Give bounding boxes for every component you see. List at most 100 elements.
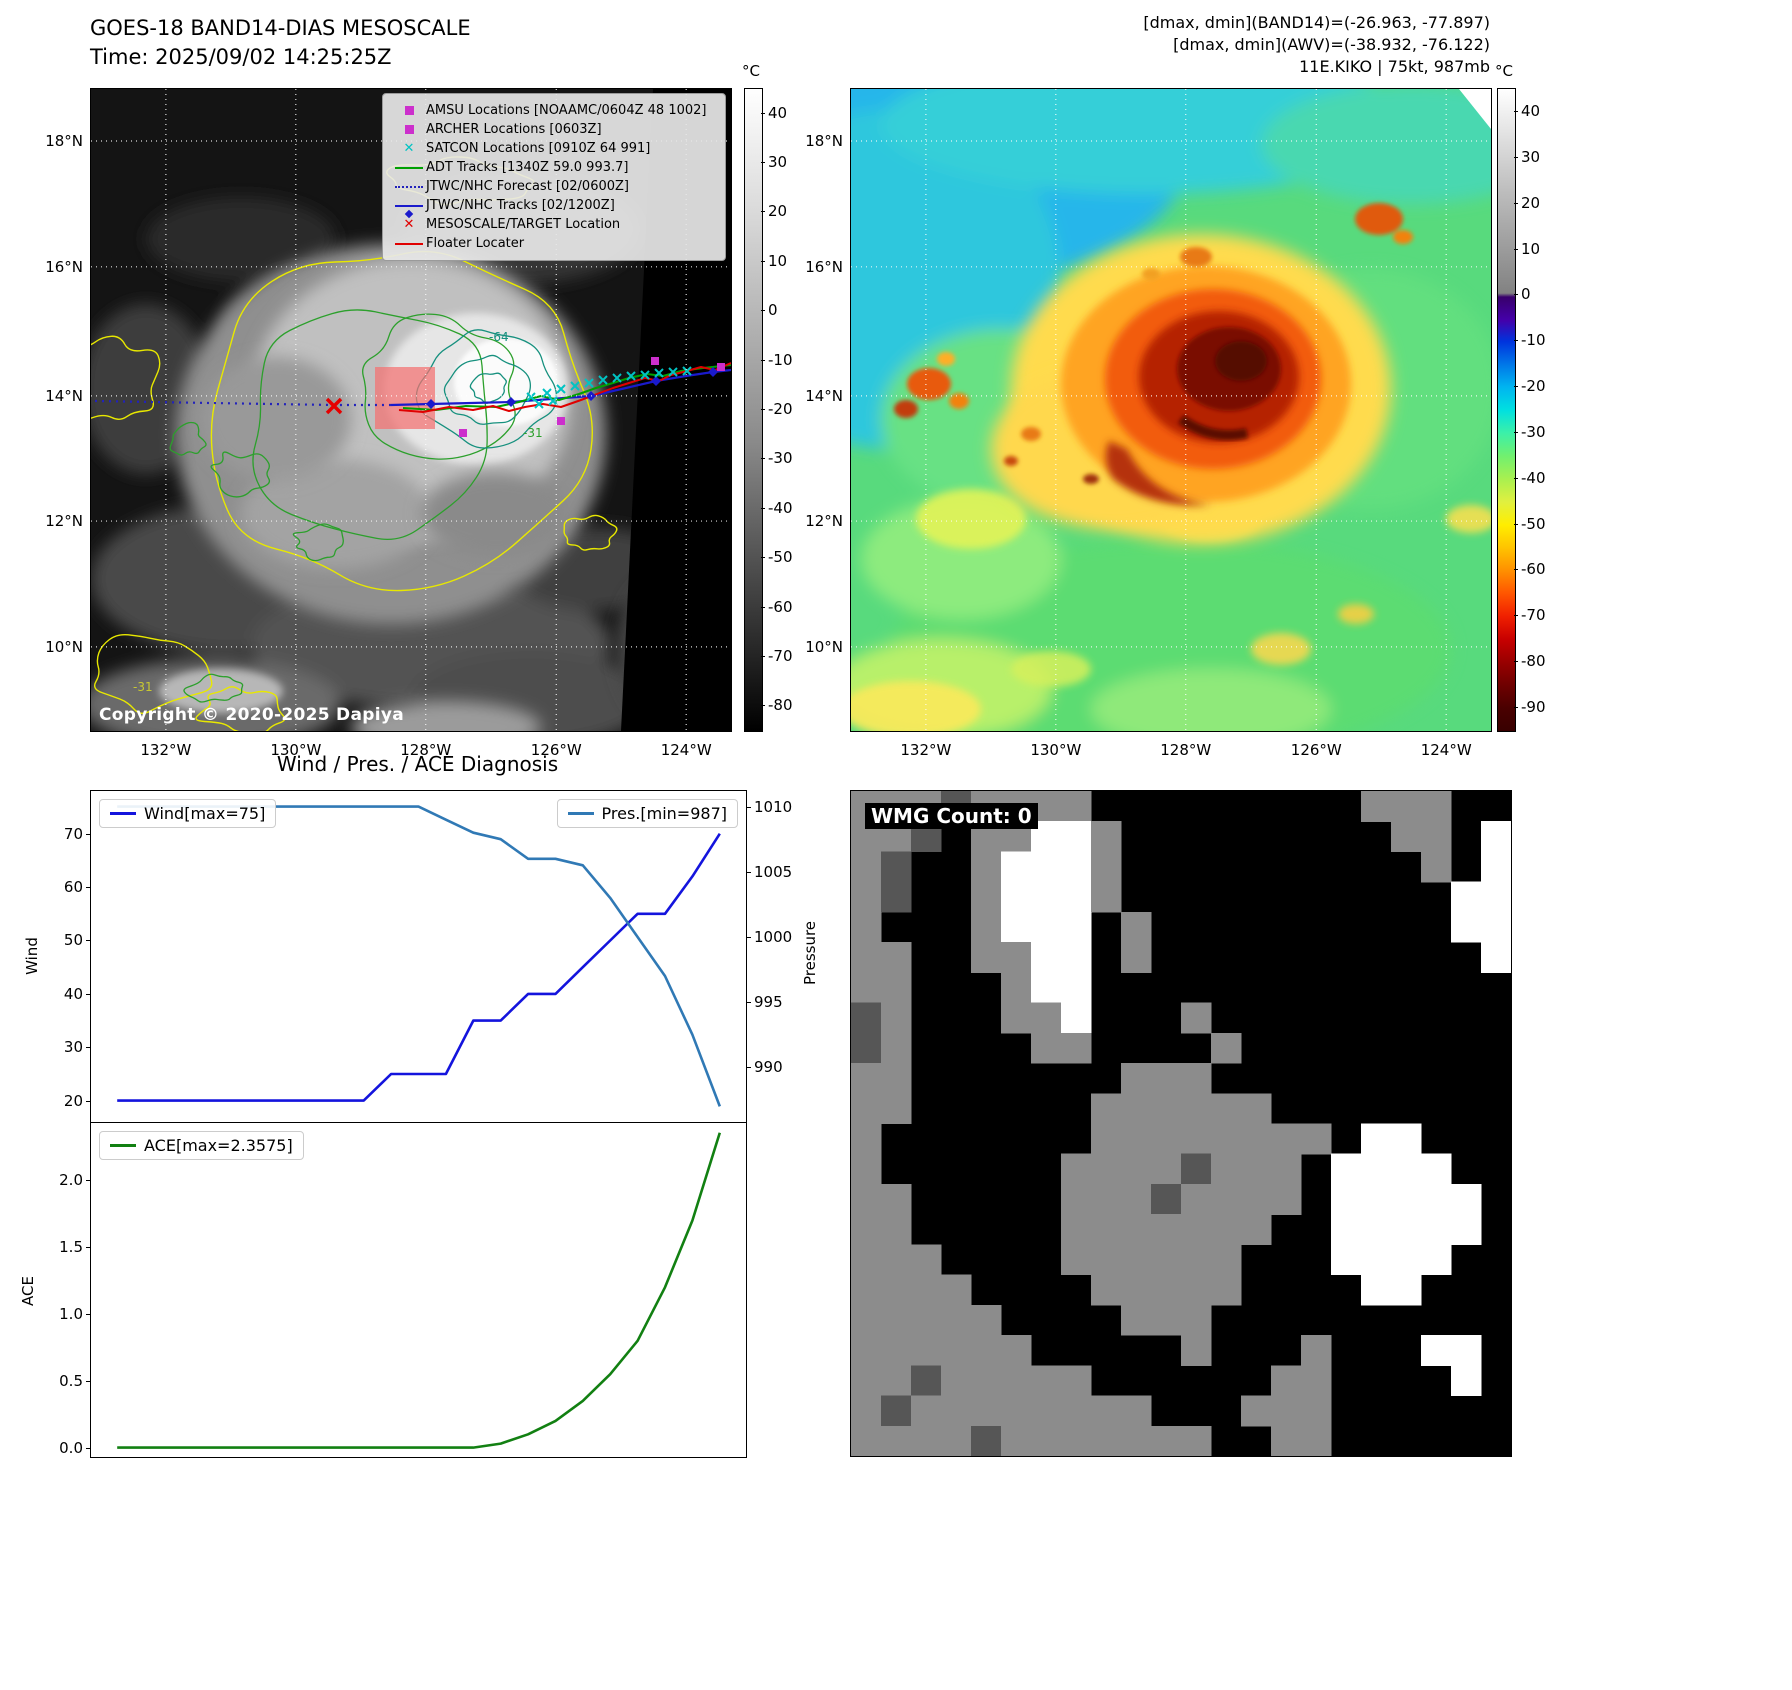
colorbar-tick-label: 10 xyxy=(760,251,788,270)
left-colorbar: °C 40 30 20 10 0 -10 -20 -30 -40 -50 -60 -70 -80 xyxy=(742,62,793,732)
colorbar-tick-label: -70 xyxy=(1514,606,1546,625)
chart-tick-label: 995 xyxy=(746,993,783,1012)
lon-tick-label: 132°W xyxy=(140,741,192,759)
lon-tick-label: 126°W xyxy=(1290,741,1342,759)
colorbar-tick-label: -60 xyxy=(1514,560,1546,579)
left-colorbar-unit: °C xyxy=(742,62,760,80)
lat-tick-label: 18°N xyxy=(805,132,843,150)
right-colorbar-unit: °C xyxy=(1495,62,1513,80)
line-marker-icon xyxy=(392,166,426,169)
chart-tick-label: 20 xyxy=(63,1091,92,1110)
storm-id-intensity: 11E.KIKO | 75kt, 987mb xyxy=(1299,57,1490,76)
diagnosis-chart-title: Wind / Pres. / ACE Diagnosis xyxy=(276,752,559,776)
legend-item-label: ADT Tracks [1340Z 59.0 993.7] xyxy=(426,160,629,175)
mesoscale-target-x-icon xyxy=(325,397,343,415)
ace-legend-swatch xyxy=(110,1144,136,1147)
legend-item: ✕ MESOSCALE/TARGET Location xyxy=(392,215,716,234)
colorbar-tick-label: 30 xyxy=(1513,147,1541,166)
lat-tick-label: 12°N xyxy=(45,512,83,531)
colorbar-tick-label: -10 xyxy=(761,350,793,369)
lon-tick-label: 128°W xyxy=(1160,741,1212,759)
line-marker-icon xyxy=(392,242,426,245)
colorbar-tick-label: -40 xyxy=(1514,468,1546,487)
dotted-marker-icon xyxy=(392,185,426,188)
colorbar-tick-label: -70 xyxy=(761,646,793,665)
chart-tick-label: 70 xyxy=(63,824,92,843)
amsu-archer-markers xyxy=(459,357,725,437)
colorbar-tick-label: -90 xyxy=(1514,697,1546,716)
contour-label: -31 xyxy=(523,426,543,440)
wind-pressure-plot xyxy=(117,805,722,1107)
chart-tick-label: 1005 xyxy=(745,862,793,881)
lat-tick-label: 16°N xyxy=(45,257,83,276)
lon-tick-label: 132°W xyxy=(900,741,952,759)
lon-tick-label: 124°W xyxy=(660,741,712,759)
colorbar-tick-label: 0 xyxy=(761,301,778,320)
legend-item-label: Floater Locater xyxy=(426,236,525,251)
chart-tick-label: 40 xyxy=(63,984,92,1003)
copyright-text: Copyright © 2020-2025 Dapiya xyxy=(99,705,404,725)
square-marker-icon xyxy=(392,106,426,115)
legend-item: ✕ SATCON Locations [0910Z 64 991] xyxy=(392,139,716,158)
lat-tick-label: 12°N xyxy=(805,512,843,531)
ace-legend-label: ACE[max=2.3575] xyxy=(144,1136,293,1155)
ace-axis-label: ACE xyxy=(19,1276,37,1306)
chart-tick-label: 60 xyxy=(63,878,92,897)
right-colorbar: °C 40 30 20 10 0 -10 -20 -30 -40 -50 -60 -70 -80 -90 xyxy=(1495,62,1546,732)
temperature-contours xyxy=(91,156,618,731)
colorbar-tick-label: -50 xyxy=(1514,514,1546,533)
chart-tick-label: 1010 xyxy=(745,797,793,816)
right-panel-header: [dmax, dmin](BAND14)=(-26.963, -77.897) … xyxy=(1143,12,1490,78)
dmax-dmin-band14: [dmax, dmin](BAND14)=(-26.963, -77.897) xyxy=(1143,13,1490,32)
wind-pressure-chart: Wind[max=75] Pres.[min=987] 20 30 40 50 60 70… xyxy=(64,790,792,1123)
storm-cloud-mass xyxy=(159,244,731,731)
enhanced-ir-map-panel: 132°W 130°W 128°W 126°W 124°W 18°N 16°N 14°N 12°… xyxy=(805,88,1492,759)
colorbar-tick-label: 40 xyxy=(1513,102,1541,121)
goes-ir-map-panel: -64 -31 -31 AMSU Locations xyxy=(45,88,732,759)
left-colorbar-gradient xyxy=(744,88,763,732)
lon-tick-label: 124°W xyxy=(1420,741,1472,759)
chart-tick-label: 0.0 xyxy=(59,1438,91,1457)
legend-item-label: MESOSCALE/TARGET Location xyxy=(426,217,621,232)
legend-item-label: JTWC/NHC Forecast [02/0600Z] xyxy=(426,179,629,194)
line-marker-marker-icon xyxy=(392,204,426,218)
wind-legend: Wind[max=75] xyxy=(99,799,277,828)
wmg-count-label: WMG Count: 0 xyxy=(865,803,1038,829)
legend-item: JTWC/NHC Tracks [02/1200Z] xyxy=(392,196,716,218)
x-marker-icon: ✕ xyxy=(403,141,415,156)
mesoscale-target-box xyxy=(375,367,435,429)
lon-tick-label: 130°W xyxy=(1030,741,1082,759)
scan-edge-nodata xyxy=(1459,89,1491,129)
colorbar-tick-label: -80 xyxy=(761,696,793,715)
colorbar-tick-label: -30 xyxy=(1514,422,1546,441)
lat-tick-label: 14°N xyxy=(45,386,83,405)
lon-tick-label: 130°W xyxy=(270,741,322,759)
legend-item-label: JTWC/NHC Tracks [02/1200Z] xyxy=(426,198,615,213)
lon-tick-label: 128°W xyxy=(400,741,452,759)
lat-tick-label: 16°N xyxy=(805,257,843,276)
satellite-product-title: GOES-18 BAND14-DIAS MESOSCALE xyxy=(90,16,471,40)
chart-tick-label: 50 xyxy=(63,931,92,950)
wind-legend-label: Wind[max=75] xyxy=(144,804,266,823)
colorbar-tick-label: -80 xyxy=(1514,652,1546,671)
timestamp-label: Time: 2025/09/02 14:25:25Z xyxy=(90,45,392,69)
legend-item: Floater Locater xyxy=(392,234,716,253)
lat-tick-label: 14°N xyxy=(805,386,843,405)
contour-label: -64 xyxy=(489,330,509,344)
lat-tick-label: 18°N xyxy=(45,132,83,150)
left-panel-title: GOES-18 BAND14-DIAS MESOSCALE Time: 2025… xyxy=(90,14,471,72)
legend-item-label: AMSU Locations [NOAAMC/0604Z 48 1002] xyxy=(426,103,707,118)
enhanced-ir-image xyxy=(851,89,1491,731)
chart-tick-label: 0.5 xyxy=(59,1371,91,1390)
chart-tick-label: 990 xyxy=(746,1058,783,1077)
satcon-markers xyxy=(526,366,692,409)
wind-legend-swatch xyxy=(110,812,136,815)
square-marker-icon xyxy=(392,125,426,134)
lat-tick-label: 10°N xyxy=(805,637,843,656)
lon-tick-label: 126°W xyxy=(530,741,582,759)
wmg-classification-image xyxy=(851,791,1511,1456)
legend-item-label: ARCHER Locations [0603Z] xyxy=(426,122,602,137)
x-marker-icon: ✕ xyxy=(403,217,415,232)
colorbar-tick-label: -10 xyxy=(1514,331,1546,350)
chart-tick-label: 1.0 xyxy=(59,1305,91,1324)
